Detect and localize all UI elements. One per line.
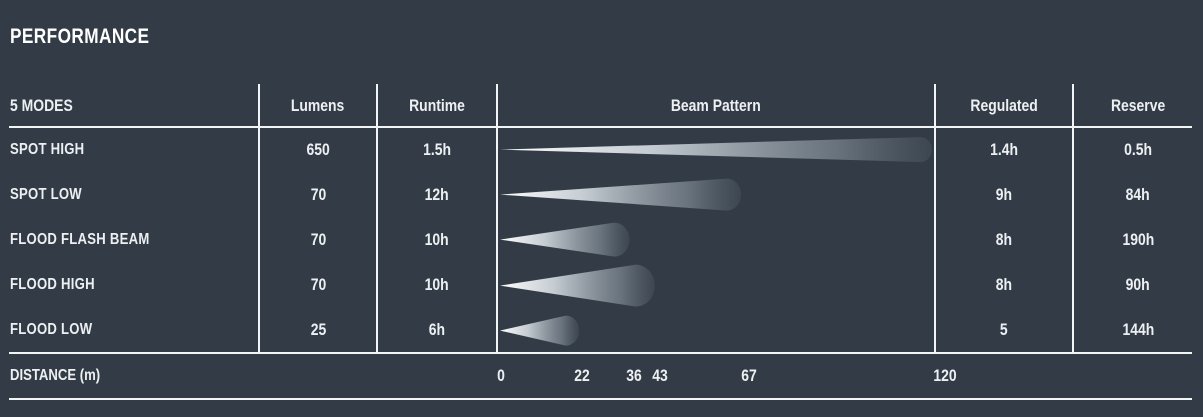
header-cell-regulated: Regulated: [935, 85, 1073, 127]
mode-label: FLOOD HIGH: [10, 276, 95, 294]
beam-pattern-cone: [497, 172, 935, 217]
header-cell-reserve: Reserve: [1073, 85, 1203, 127]
axis-tick-36: 36: [626, 366, 642, 385]
table-row-flood-low: FLOOD LOW 25 6h 5 144h: [0, 308, 1203, 353]
regulated-value: 8h: [995, 229, 1013, 249]
mode-label: FLOOD LOW: [10, 321, 93, 339]
column-divider-modes-lumens: [258, 84, 260, 354]
column-divider-lumens-runtime: [376, 84, 378, 354]
header-cell-lumens: Lumens: [259, 85, 377, 127]
regulated-value: 1.4h: [990, 139, 1018, 159]
column-header-regulated: Regulated: [970, 96, 1038, 115]
axis-tick-22: 22: [574, 366, 591, 385]
reserve-value: 90h: [1125, 275, 1151, 295]
beam-pattern-cone: [497, 263, 935, 308]
column-header-beam-pattern: Beam Pattern: [671, 96, 761, 115]
header-cell-beam: Beam Pattern: [497, 85, 935, 127]
axis-tick-0: 0: [497, 366, 505, 385]
lumens-value: 70: [310, 275, 326, 295]
table-body: SPOT HIGH 650 1.5h 1.4h 0.5h SPOT LOW 70…: [0, 127, 1203, 353]
lumens-value: 70: [310, 229, 326, 249]
distance-row-bottom-line: [9, 398, 1192, 400]
mode-label: SPOT LOW: [10, 185, 82, 203]
lumens-value: 25: [310, 320, 326, 340]
runtime-value: 10h: [424, 275, 450, 295]
reserve-value: 144h: [1122, 320, 1154, 340]
regulated-value: 8h: [995, 275, 1013, 295]
column-header-lumens: Lumens: [291, 96, 345, 115]
beam-pattern-cone: [497, 217, 935, 262]
axis-tick-120: 120: [933, 366, 957, 385]
distance-row-top-line: [9, 352, 1192, 354]
header-underline: [9, 126, 1192, 128]
beam-pattern-cone: [497, 308, 935, 353]
lumens-value: 650: [306, 139, 330, 159]
page-title: PERFORMANCE: [10, 25, 150, 48]
header-cell-runtime: Runtime: [377, 85, 497, 127]
regulated-value: 5: [1000, 320, 1008, 340]
header-cell-modes: 5 MODES: [0, 85, 259, 127]
axis-tick-67: 67: [741, 366, 757, 385]
column-divider-beam-regulated: [934, 84, 936, 354]
regulated-value: 9h: [995, 184, 1013, 204]
table-row-flood-high: FLOOD HIGH 70 10h 8h 90h: [0, 263, 1203, 308]
runtime-value: 6h: [428, 320, 446, 340]
runtime-value: 10h: [424, 229, 450, 249]
mode-label: SPOT HIGH: [10, 140, 85, 158]
reserve-value: 84h: [1125, 184, 1151, 204]
column-header-reserve: Reserve: [1110, 96, 1166, 115]
runtime-value: 12h: [424, 184, 450, 204]
lumens-value: 70: [310, 184, 326, 204]
reserve-value: 0.5h: [1124, 139, 1152, 159]
runtime-value: 1.5h: [423, 139, 451, 159]
axis-tick-43: 43: [652, 366, 668, 385]
table-row-spot-high: SPOT HIGH 650 1.5h 1.4h 0.5h: [0, 127, 1203, 172]
table-header-row: 5 MODES Lumens Runtime Beam Pattern Regu…: [0, 85, 1203, 127]
column-header-runtime: Runtime: [409, 96, 465, 115]
beam-pattern-cone: [497, 127, 935, 172]
column-header-modes: 5 MODES: [10, 96, 73, 115]
distance-axis-row: DISTANCE (m) 0 22 36 43 67 120: [0, 354, 1203, 398]
distance-axis-label: DISTANCE (m): [10, 367, 101, 384]
reserve-value: 190h: [1122, 229, 1154, 249]
table-row-flood-flash-beam: FLOOD FLASH BEAM 70 10h 8h 190h: [0, 217, 1203, 262]
mode-label: FLOOD FLASH BEAM: [10, 230, 150, 248]
column-divider-runtime-beam-axis-zero: [496, 84, 498, 354]
column-divider-regulated-reserve: [1072, 84, 1074, 354]
table-row-spot-low: SPOT LOW 70 12h 9h 84h: [0, 172, 1203, 217]
